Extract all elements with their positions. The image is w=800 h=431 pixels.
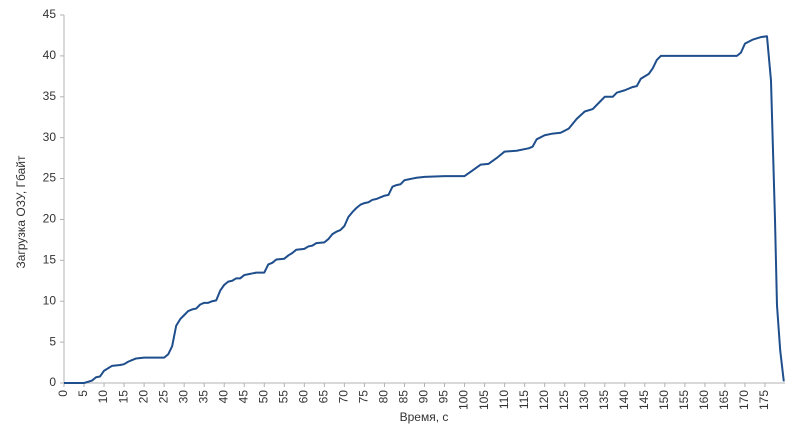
x-tick-label: 0	[56, 390, 70, 397]
x-tick-label: 135	[597, 390, 611, 410]
x-tick-label: 65	[317, 390, 331, 404]
y-tick-label: 45	[43, 7, 57, 21]
y-tick-label: 15	[43, 253, 57, 267]
x-tick-label: 110	[497, 390, 511, 409]
x-tick-label: 165	[717, 390, 731, 410]
x-tick-label: 145	[637, 390, 651, 410]
x-tick-label: 85	[397, 390, 411, 404]
x-tick-label: 115	[517, 390, 531, 409]
x-tick-label: 45	[236, 390, 250, 404]
x-tick-label: 70	[337, 390, 351, 404]
y-tick-label: 30	[43, 130, 57, 144]
x-tick-label: 160	[697, 390, 711, 410]
y-tick-label: 20	[43, 212, 57, 226]
x-tick-label: 95	[437, 390, 451, 404]
x-tick-label: 105	[477, 390, 491, 410]
x-tick-label: 125	[557, 390, 571, 410]
x-tick-label: 50	[256, 390, 270, 404]
x-tick-label: 100	[457, 390, 471, 410]
data-line	[64, 35, 785, 384]
x-axis-title: Время, с	[400, 410, 449, 424]
x-tick-label: 40	[216, 390, 230, 404]
y-tick-label: 35	[43, 89, 57, 103]
x-tick-label: 60	[297, 390, 311, 404]
x-tick-label: 130	[577, 390, 591, 410]
x-tick-label: 20	[136, 390, 150, 404]
x-tick-label: 5	[76, 390, 90, 397]
y-axis-title: Загрузка ОЗУ, Гбайт	[14, 155, 28, 268]
x-tick-label: 75	[357, 390, 371, 404]
x-tick-label: 55	[276, 390, 290, 404]
x-tick-label: 30	[176, 390, 190, 404]
x-tick-label: 170	[737, 390, 751, 410]
x-tick-label: 120	[537, 390, 551, 410]
y-tick-label: 40	[43, 48, 57, 62]
y-tick-label: 0	[49, 375, 56, 389]
x-tick-label: 15	[116, 390, 130, 404]
y-tick-label: 10	[43, 293, 57, 307]
y-tick-label: 25	[43, 171, 57, 185]
x-tick-label: 175	[757, 390, 771, 410]
x-tick-label: 155	[677, 390, 691, 410]
x-tick-label: 35	[196, 390, 210, 404]
x-tick-label: 90	[417, 390, 431, 404]
x-tick-label: 140	[617, 390, 631, 410]
x-tick-label: 80	[377, 390, 391, 404]
x-tick-label: 10	[96, 390, 110, 404]
y-tick-label: 5	[49, 334, 56, 348]
x-tick-label: 25	[156, 390, 170, 404]
x-tick-label: 150	[657, 390, 671, 410]
